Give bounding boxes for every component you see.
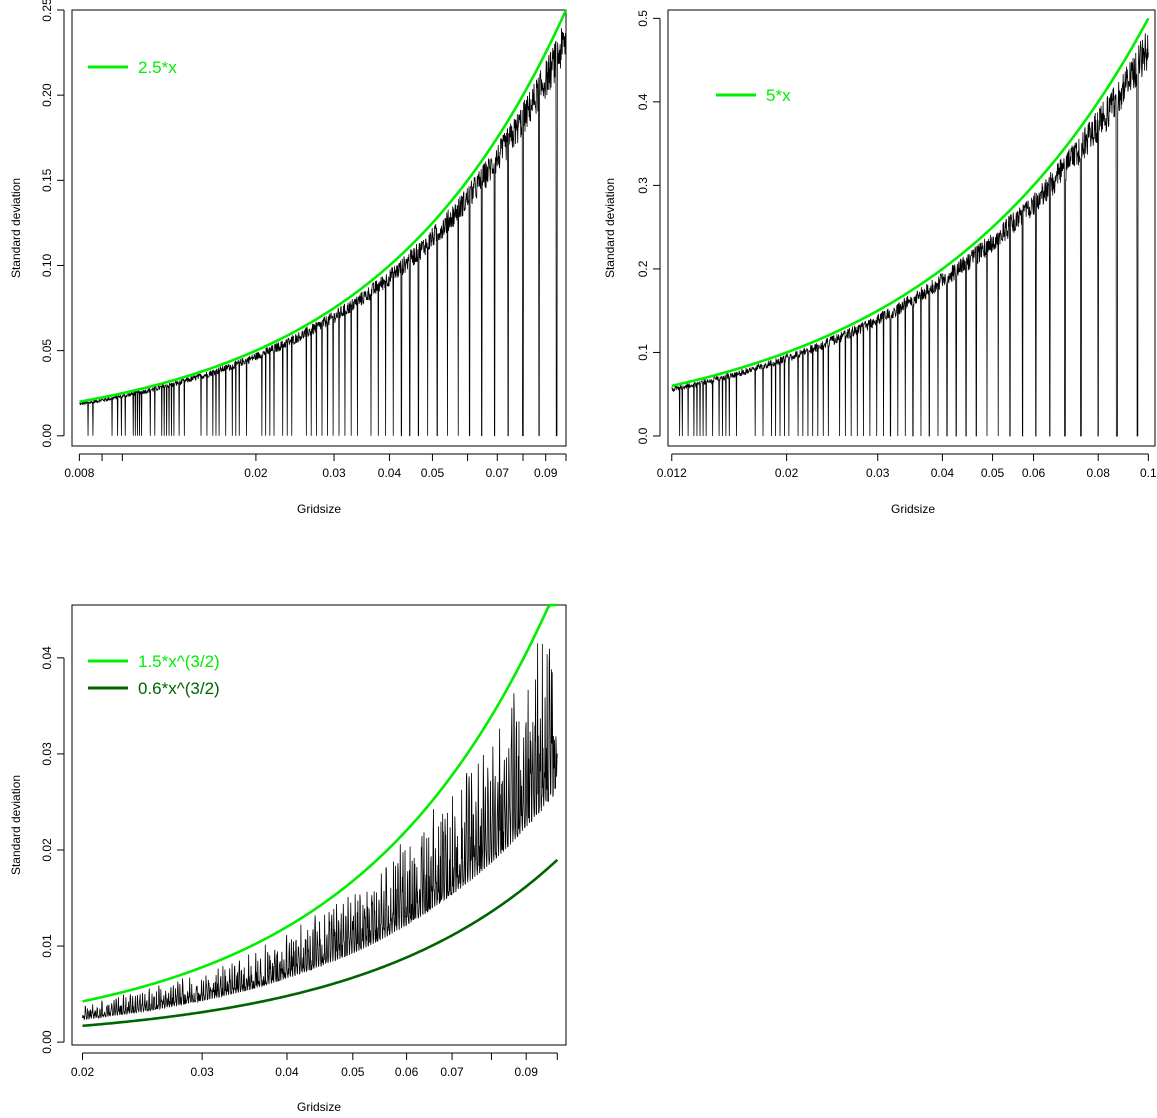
x-tick-label: 0.03: [322, 466, 346, 480]
y-tick-label: 0.02: [40, 838, 54, 862]
x-tick-label: 0.04: [378, 466, 402, 480]
y-tick-label: 0.00: [40, 1030, 54, 1054]
x-tick-label: 0.04: [275, 1065, 299, 1079]
fit-curve-1: [82, 858, 559, 1028]
x-tick-label: 0.08: [1087, 466, 1111, 480]
x-tick-label: 0.06: [395, 1065, 419, 1079]
panel-linear-5x: Gridsize Standard deviation 0.012 0.02 0.0…: [603, 9, 1157, 516]
panel-linear-2-5x: Gridsize Standard deviation 0.008 0.02 0.0…: [9, 0, 568, 516]
y-tick-label: 0.1: [636, 344, 650, 361]
x-tick-label: 0.008: [64, 466, 94, 480]
y-tick-label: 0.15: [40, 168, 54, 192]
x-axis-title: Gridsize: [297, 502, 341, 516]
legend: 1.5*x^(3/2) 0.6*x^(3/2): [88, 652, 220, 698]
x-tick-label: 0.06: [1022, 466, 1046, 480]
plot-frame: [667, 9, 1156, 447]
data-series-line: [79, 28, 567, 437]
y-axis-title: Standard deviation: [9, 178, 23, 278]
x-axis-title: Gridsize: [891, 502, 935, 516]
y-axis-title: Standard deviation: [9, 775, 23, 875]
y-axis-title: Standard deviation: [603, 178, 617, 278]
x-tick-label: 0.03: [190, 1065, 214, 1079]
x-tick-label: 0.1: [1140, 466, 1157, 480]
y-tick-label: 0.25: [40, 0, 54, 22]
legend-label: 0.6*x^(3/2): [138, 679, 220, 698]
x-tick-label: 0.05: [341, 1065, 365, 1079]
y-tick-label: 0.0: [636, 427, 650, 444]
data-series-line: [671, 33, 1149, 437]
y-tick-label: 0.03: [40, 742, 54, 766]
y-tick-label: 0.3: [636, 177, 650, 194]
y-tick-label: 0.20: [40, 83, 54, 107]
x-tick-label: 0.04: [931, 466, 955, 480]
x-tick-label: 0.05: [421, 466, 445, 480]
x-tick-label: 0.03: [866, 466, 890, 480]
data-series-line: [82, 643, 558, 1021]
x-tick-label: 0.02: [71, 1065, 95, 1079]
x-axis-title: Gridsize: [297, 1100, 341, 1114]
fit-curve-0: [82, 603, 558, 1003]
y-tick-label: 0.05: [40, 339, 54, 363]
plot-frame: [71, 604, 567, 1046]
y-tick-label: 0.2: [636, 260, 650, 277]
y-tick-label: 0.01: [40, 934, 54, 958]
y-tick-label: 0.04: [40, 646, 54, 670]
y-tick-label: 0.4: [636, 93, 650, 110]
panel-power-3-2: Gridsize Standard deviation 0.02 0.03 0.04…: [9, 603, 567, 1114]
fit-curve-0: [671, 17, 1150, 388]
legend-label: 5*x: [766, 86, 791, 105]
x-tick-label: 0.09: [515, 1065, 539, 1079]
x-tick-label: 0.07: [440, 1065, 464, 1079]
plot-frame: [71, 9, 567, 447]
legend-label: 1.5*x^(3/2): [138, 652, 220, 671]
y-tick-label: 0.10: [40, 253, 54, 277]
x-tick-label: 0.05: [981, 466, 1005, 480]
x-tick-label: 0.07: [486, 466, 510, 480]
legend: 5*x: [716, 86, 791, 105]
x-tick-label: 0.012: [657, 466, 687, 480]
fit-curve-0: [79, 9, 568, 404]
legend-label: 2.5*x: [138, 58, 177, 77]
x-tick-label: 0.02: [244, 466, 268, 480]
y-tick-label: 0.5: [636, 10, 650, 27]
x-tick-label: 0.02: [775, 466, 799, 480]
y-tick-label: 0.00: [40, 424, 54, 448]
legend: 2.5*x: [88, 58, 177, 77]
x-tick-label: 0.09: [534, 466, 558, 480]
